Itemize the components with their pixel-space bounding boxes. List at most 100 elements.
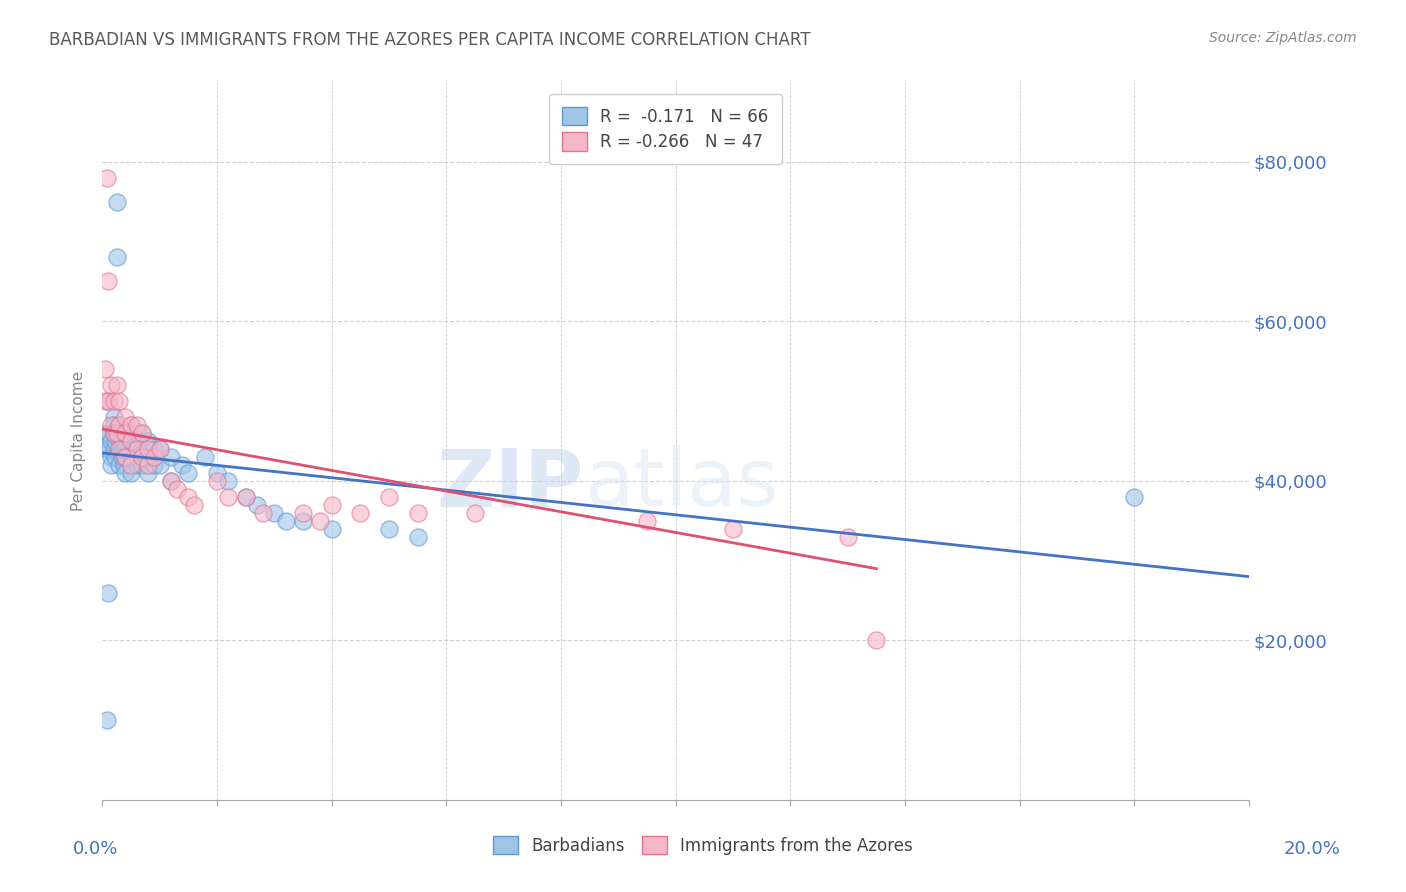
Point bbox=[96, 170, 118, 185]
Point bbox=[246, 498, 269, 512]
Text: Source: ZipAtlas.com: Source: ZipAtlas.com bbox=[1209, 31, 1357, 45]
Point bbox=[100, 417, 122, 432]
Legend: Barbadians, Immigrants from the Azores: Barbadians, Immigrants from the Azores bbox=[486, 830, 920, 862]
Y-axis label: Per Capita Income: Per Capita Income bbox=[72, 371, 86, 511]
Point bbox=[177, 490, 200, 504]
Point bbox=[125, 442, 148, 456]
Point bbox=[142, 442, 165, 456]
Point bbox=[148, 458, 170, 472]
Point bbox=[378, 522, 401, 536]
Point bbox=[131, 458, 153, 472]
Point bbox=[96, 713, 118, 727]
Point bbox=[103, 425, 125, 440]
Point bbox=[103, 442, 125, 456]
Point bbox=[111, 425, 134, 440]
Point bbox=[114, 434, 136, 448]
Point bbox=[114, 442, 136, 456]
Point bbox=[114, 425, 136, 440]
Point bbox=[98, 442, 121, 456]
Point bbox=[103, 394, 125, 409]
Point bbox=[105, 251, 128, 265]
Point bbox=[114, 466, 136, 480]
Point bbox=[111, 450, 134, 464]
Point bbox=[94, 394, 117, 409]
Point bbox=[125, 434, 148, 448]
Point bbox=[217, 474, 239, 488]
Point bbox=[235, 490, 257, 504]
Point bbox=[103, 410, 125, 425]
Point bbox=[183, 498, 205, 512]
Text: BARBADIAN VS IMMIGRANTS FROM THE AZORES PER CAPITA INCOME CORRELATION CHART: BARBADIAN VS IMMIGRANTS FROM THE AZORES … bbox=[49, 31, 811, 49]
Point bbox=[114, 450, 136, 464]
Point bbox=[274, 514, 297, 528]
Point bbox=[97, 394, 120, 409]
Point bbox=[131, 442, 153, 456]
Point bbox=[97, 585, 120, 599]
Point bbox=[378, 490, 401, 504]
Point bbox=[131, 425, 153, 440]
Point bbox=[291, 514, 314, 528]
Point bbox=[112, 458, 135, 472]
Point bbox=[120, 434, 142, 448]
Point bbox=[100, 434, 122, 448]
Point bbox=[100, 450, 122, 464]
Point bbox=[105, 425, 128, 440]
Point bbox=[108, 417, 131, 432]
Point bbox=[104, 434, 127, 448]
Point bbox=[120, 434, 142, 448]
Point bbox=[136, 434, 159, 448]
Text: ZIP: ZIP bbox=[437, 445, 583, 523]
Point bbox=[114, 410, 136, 425]
Point bbox=[142, 450, 165, 464]
Point bbox=[111, 434, 134, 448]
Point bbox=[97, 274, 120, 288]
Point bbox=[194, 450, 217, 464]
Legend: R =  -0.171   N = 66, R = -0.266   N = 47: R = -0.171 N = 66, R = -0.266 N = 47 bbox=[548, 94, 782, 164]
Point bbox=[98, 425, 121, 440]
Point bbox=[125, 425, 148, 440]
Point bbox=[131, 425, 153, 440]
Point bbox=[406, 506, 429, 520]
Point bbox=[103, 425, 125, 440]
Point bbox=[1123, 490, 1146, 504]
Point bbox=[96, 425, 118, 440]
Point bbox=[166, 482, 188, 496]
Point bbox=[108, 417, 131, 432]
Point bbox=[148, 442, 170, 456]
Point bbox=[291, 506, 314, 520]
Point bbox=[120, 417, 142, 432]
Point bbox=[120, 425, 142, 440]
Point bbox=[104, 450, 127, 464]
Point bbox=[94, 362, 117, 376]
Point bbox=[108, 394, 131, 409]
Point bbox=[160, 474, 183, 488]
Point bbox=[125, 442, 148, 456]
Point bbox=[108, 442, 131, 456]
Point bbox=[120, 450, 142, 464]
Point bbox=[837, 530, 859, 544]
Point bbox=[114, 425, 136, 440]
Point bbox=[105, 194, 128, 209]
Point bbox=[252, 506, 274, 520]
Point bbox=[108, 458, 131, 472]
Point bbox=[235, 490, 257, 504]
Point bbox=[97, 394, 120, 409]
Point bbox=[464, 506, 486, 520]
Point bbox=[96, 442, 118, 456]
Point bbox=[136, 450, 159, 464]
Point bbox=[120, 458, 142, 472]
Text: 20.0%: 20.0% bbox=[1284, 840, 1340, 858]
Point bbox=[120, 466, 142, 480]
Point bbox=[321, 498, 343, 512]
Point bbox=[865, 633, 887, 648]
Point bbox=[125, 417, 148, 432]
Point bbox=[321, 522, 343, 536]
Point bbox=[111, 442, 134, 456]
Point bbox=[120, 417, 142, 432]
Point bbox=[125, 458, 148, 472]
Point bbox=[349, 506, 371, 520]
Point bbox=[217, 490, 239, 504]
Point bbox=[160, 450, 183, 464]
Point bbox=[205, 474, 228, 488]
Point bbox=[263, 506, 285, 520]
